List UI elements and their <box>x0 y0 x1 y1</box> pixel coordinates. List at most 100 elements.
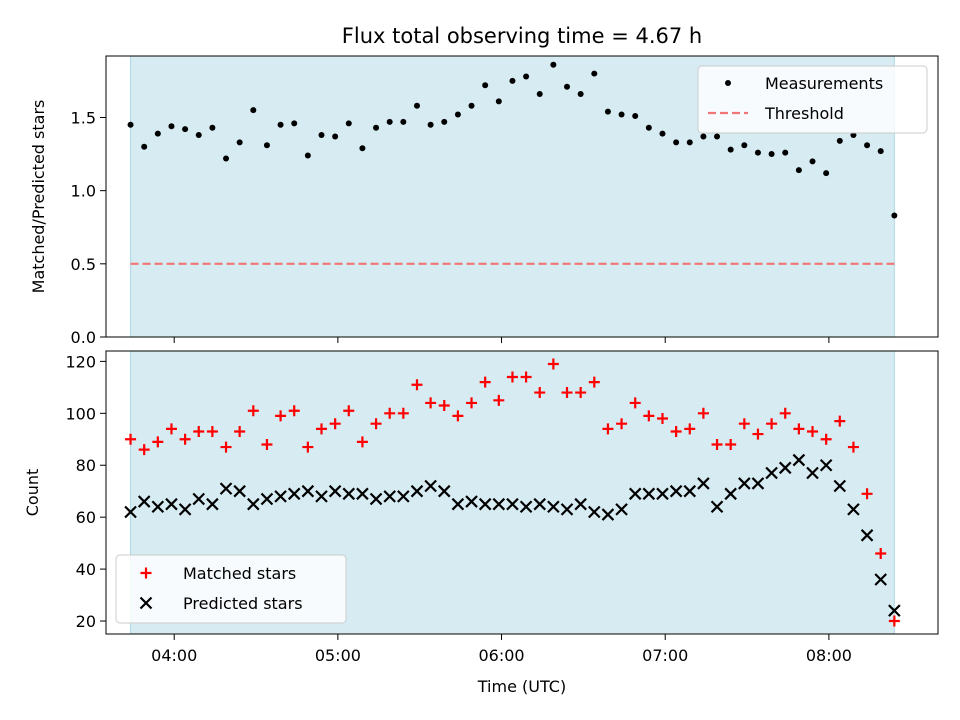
bottom-panel: 20 40 60 80 100 120 04:00 05:00 06:00 07:00 08:00… <box>23 350 939 696</box>
matched-star-point <box>834 415 846 427</box>
predicted-star-point <box>683 484 697 498</box>
predicted-star-point <box>206 497 219 511</box>
predicted-star-point <box>656 487 669 501</box>
measurement-point <box>632 113 639 120</box>
legend-matched-marker <box>140 567 152 579</box>
matched-star-point <box>302 441 314 453</box>
measurement-point <box>413 102 420 109</box>
predicted-star-point <box>328 484 342 498</box>
bottom-legend-box <box>115 554 347 624</box>
matched-star-point <box>875 548 887 560</box>
matched-star-point <box>616 418 628 430</box>
predicted-star-point <box>410 484 424 498</box>
measurement-point <box>509 77 516 84</box>
top-axes-frame <box>105 55 939 338</box>
measurement-point <box>714 133 721 140</box>
predicted-star-point <box>697 477 710 490</box>
predicted-star-point <box>369 492 383 506</box>
predicted-star-point <box>792 453 806 467</box>
predicted-star-point <box>178 503 192 516</box>
predicted-star-point <box>192 492 206 506</box>
predicted-star-point <box>260 492 274 506</box>
matched-star-point <box>697 407 709 419</box>
bottom-y-tick-label: 80 <box>76 456 96 475</box>
x-tick-label: 06:00 <box>478 646 524 665</box>
predicted-star-point <box>247 497 260 511</box>
measurement-point <box>754 149 761 156</box>
measurement-point <box>823 170 830 177</box>
measurement-point <box>618 111 625 118</box>
top-legend-box <box>697 65 928 134</box>
measurement-point <box>768 151 775 158</box>
measurement-point <box>427 121 434 128</box>
legend-predicted-label: Predicted stars <box>183 594 303 613</box>
measurement-point <box>659 130 666 137</box>
predicted-star-point <box>628 487 642 501</box>
matched-star-point <box>152 436 164 448</box>
matched-star-point <box>534 387 546 399</box>
matched-star-point <box>670 425 682 437</box>
top-x-ticks <box>173 337 830 343</box>
measurement-point <box>645 124 652 131</box>
top-y-tick-label: 1.0 <box>71 182 96 201</box>
matched-star-point <box>397 407 409 419</box>
predicted-star-point <box>574 497 587 511</box>
predicted-star-point <box>451 497 465 511</box>
chart-title: Flux total observing time = 4.67 h <box>342 24 702 48</box>
measurement-point <box>454 111 461 118</box>
matched-star-point <box>656 413 668 425</box>
matched-star-point <box>138 444 150 456</box>
predicted-star-point <box>301 484 315 498</box>
matched-star-point <box>807 425 819 437</box>
bottom-axes-frame <box>105 350 939 635</box>
matched-star-point <box>847 441 859 453</box>
measurement-point <box>700 133 707 140</box>
top-legend: Measurements Threshold <box>697 65 928 134</box>
predicted-star-point <box>751 477 765 490</box>
matched-star-point <box>479 376 491 388</box>
predicted-star-point <box>424 479 437 493</box>
legend-measurements-label: Measurements <box>765 74 883 93</box>
predicted-star-point <box>397 490 410 503</box>
matched-star-point <box>493 394 505 406</box>
predicted-star-point <box>765 466 778 480</box>
predicted-star-point <box>151 500 165 514</box>
measurement-point <box>864 142 871 149</box>
legend-measurements-marker <box>725 80 731 86</box>
measurement-point <box>441 118 448 125</box>
predicted-star-point <box>806 466 819 480</box>
matched-star-point <box>684 423 696 435</box>
predicted-star-point <box>588 505 601 519</box>
matched-star-point <box>234 425 246 437</box>
predicted-star-point <box>478 497 492 511</box>
top-y-tick-label: 1.5 <box>71 108 96 127</box>
measurement-point <box>250 107 257 114</box>
legend-threshold-label: Threshold <box>764 104 844 123</box>
predicted-star-point <box>492 497 506 511</box>
bottom-y-tick-label: 60 <box>76 508 96 527</box>
matched-star-point <box>547 358 559 370</box>
measurement-point <box>482 82 489 89</box>
top-y-axis-label: Matched/Predicted stars <box>29 100 48 294</box>
x-tick-label: 07:00 <box>642 646 688 665</box>
matched-star-point <box>316 423 328 435</box>
bottom-y-tick-label: 20 <box>76 612 96 631</box>
measurement-point <box>359 145 366 152</box>
matched-star-point <box>793 423 805 435</box>
x-tick-label: 04:00 <box>151 646 197 665</box>
x-axis-label: Time (UTC) <box>477 677 566 696</box>
predicted-star-point <box>669 484 683 498</box>
predicted-star-point <box>342 487 356 501</box>
predicted-stars-series <box>124 453 901 617</box>
matched-star-point <box>247 405 259 417</box>
predicted-star-point <box>888 604 901 617</box>
bottom-x-ticks: 04:00 05:00 06:00 07:00 08:00 <box>151 634 852 665</box>
measurement-point <box>182 126 189 133</box>
matched-star-point <box>888 615 900 627</box>
measurement-point <box>523 73 530 80</box>
predicted-star-point <box>547 500 560 514</box>
bottom-y-ticks: 20 40 60 80 100 120 <box>65 352 106 631</box>
predicted-star-point <box>287 487 301 501</box>
predicted-star-point <box>437 484 451 498</box>
